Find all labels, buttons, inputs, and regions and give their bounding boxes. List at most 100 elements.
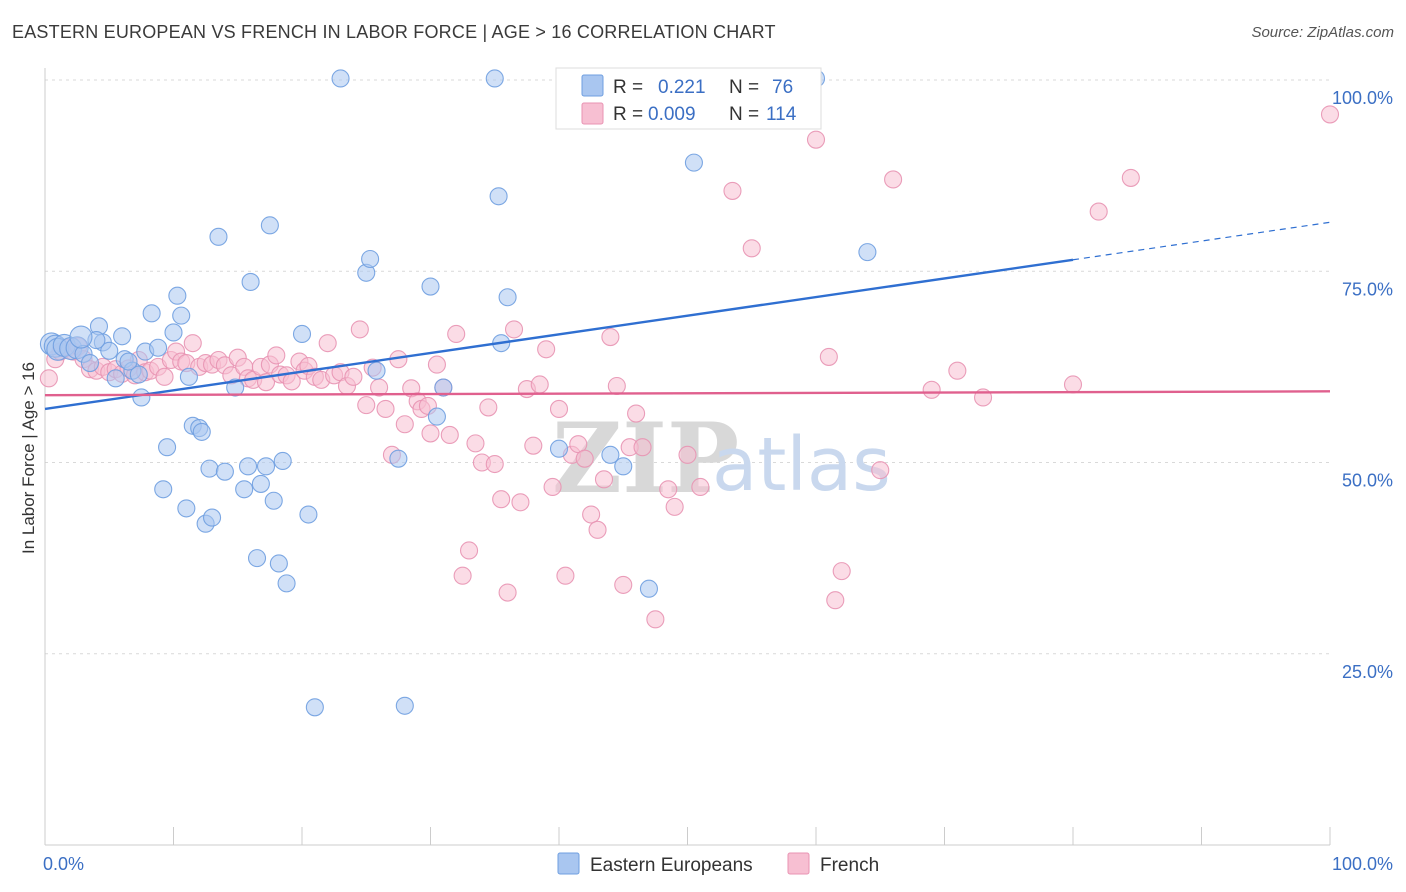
bottom-legend-label-eastern: Eastern Europeans — [590, 855, 753, 876]
legend-n-value-french: 114 — [766, 104, 797, 125]
point-french-77 — [504, 320, 524, 339]
point-french-92 — [601, 327, 620, 347]
point-french-114 — [1063, 375, 1083, 394]
chart-title: EASTERN EUROPEAN VS FRENCH IN LABOR FORC… — [12, 22, 776, 42]
point-french-68 — [447, 324, 466, 344]
legend-swatch-french — [581, 102, 604, 125]
point-french-111 — [922, 380, 941, 399]
y-axis-title: In Labor Force | Age > 16 — [19, 362, 38, 554]
point-french-81 — [530, 375, 549, 394]
point-french-85 — [556, 566, 575, 585]
point-eastern-50 — [331, 69, 350, 88]
point-eastern-53 — [367, 361, 386, 380]
point-eastern-18 — [142, 304, 161, 323]
point-eastern-32 — [203, 508, 222, 527]
point-french-96 — [627, 404, 646, 423]
point-eastern-37 — [238, 457, 258, 476]
point-eastern-62 — [498, 288, 517, 307]
trend-line-eastern-extension — [1072, 221, 1331, 261]
point-eastern-52 — [361, 249, 380, 269]
trend-line-french — [44, 390, 1331, 397]
y-tick-label-50: 50.0% — [1342, 471, 1393, 491]
point-french-88 — [575, 449, 594, 468]
point-eastern-16 — [132, 388, 151, 407]
point-french-19 — [155, 367, 174, 386]
y-tick-label-25: 25.0% — [1342, 662, 1393, 682]
tick-labels: 25.0% 50.0% 75.0% 100.0% 0.0% 100.0% — [43, 88, 1393, 874]
point-eastern-45 — [273, 451, 292, 471]
point-eastern-24 — [172, 306, 191, 325]
point-eastern-56 — [421, 277, 440, 296]
point-french-104 — [742, 239, 761, 258]
legend-r-label-french: R = — [613, 104, 643, 125]
point-french-51 — [344, 367, 363, 386]
legend-r-label-eastern: R = — [613, 77, 643, 98]
point-eastern-59 — [485, 69, 504, 88]
point-eastern-11 — [106, 369, 125, 388]
point-french-74 — [485, 454, 504, 474]
point-french-103 — [723, 181, 742, 200]
legend-n-value-eastern: 76 — [772, 77, 793, 98]
point-french-109 — [871, 461, 890, 480]
correlation-legend: R = 0.221 N = 76 R = 0.009 N = 114 — [555, 67, 822, 130]
point-french-98 — [646, 610, 665, 629]
point-eastern-47 — [292, 324, 312, 344]
legend-n-label-eastern: N = — [729, 77, 759, 98]
point-eastern-36 — [235, 480, 254, 499]
point-french-71 — [466, 434, 485, 453]
point-french-64 — [421, 424, 440, 443]
point-eastern-33 — [209, 227, 228, 246]
point-eastern-31 — [200, 459, 219, 478]
point-eastern-15 — [129, 365, 148, 384]
point-eastern-41 — [256, 457, 276, 476]
point-french-89 — [582, 505, 601, 524]
point-french-112 — [948, 361, 967, 380]
point-eastern-58 — [434, 378, 453, 397]
point-eastern-54 — [389, 449, 408, 468]
trend-line-eastern — [44, 258, 1074, 411]
point-french-65 — [427, 355, 446, 374]
point-french-93 — [607, 376, 626, 396]
point-eastern-22 — [164, 323, 183, 342]
point-french-117 — [1320, 105, 1340, 124]
point-eastern-38 — [241, 272, 260, 292]
point-french-107 — [826, 591, 845, 610]
point-eastern-60 — [489, 187, 508, 206]
point-french-91 — [594, 470, 614, 489]
point-eastern-65 — [614, 457, 633, 476]
point-french-69 — [453, 566, 472, 585]
point-french-47 — [318, 334, 337, 353]
point-eastern-48 — [299, 505, 318, 524]
point-eastern-46 — [277, 574, 296, 593]
point-eastern-23 — [168, 286, 187, 305]
point-eastern-21 — [158, 438, 177, 457]
point-eastern-40 — [251, 474, 270, 493]
point-eastern-20 — [154, 480, 173, 499]
point-eastern-67 — [684, 153, 703, 172]
point-french-59 — [395, 415, 414, 434]
point-french-100 — [665, 497, 684, 516]
point-eastern-29 — [192, 422, 211, 441]
point-eastern-34 — [215, 462, 234, 481]
point-eastern-66 — [639, 579, 659, 598]
point-french-101 — [678, 445, 697, 464]
point-eastern-44 — [269, 554, 288, 573]
trend-lines — [44, 221, 1331, 411]
point-eastern-39 — [247, 549, 267, 568]
point-french-38 — [267, 346, 286, 365]
point-eastern-49 — [305, 698, 324, 717]
point-eastern-10 — [100, 341, 119, 360]
bottom-legend-label-french: French — [820, 855, 879, 876]
point-french-78 — [511, 493, 530, 512]
point-eastern-25 — [177, 499, 196, 518]
point-french-90 — [588, 520, 607, 539]
point-eastern-26 — [179, 367, 198, 386]
point-french-0 — [39, 369, 58, 388]
y-tick-label-100: 100.0% — [1332, 88, 1393, 108]
watermark-atlas: atlas — [712, 422, 891, 508]
point-french-106 — [819, 347, 838, 366]
point-french-108 — [832, 562, 851, 581]
point-french-99 — [659, 480, 678, 499]
axes — [44, 68, 1331, 846]
point-french-80 — [524, 436, 543, 455]
